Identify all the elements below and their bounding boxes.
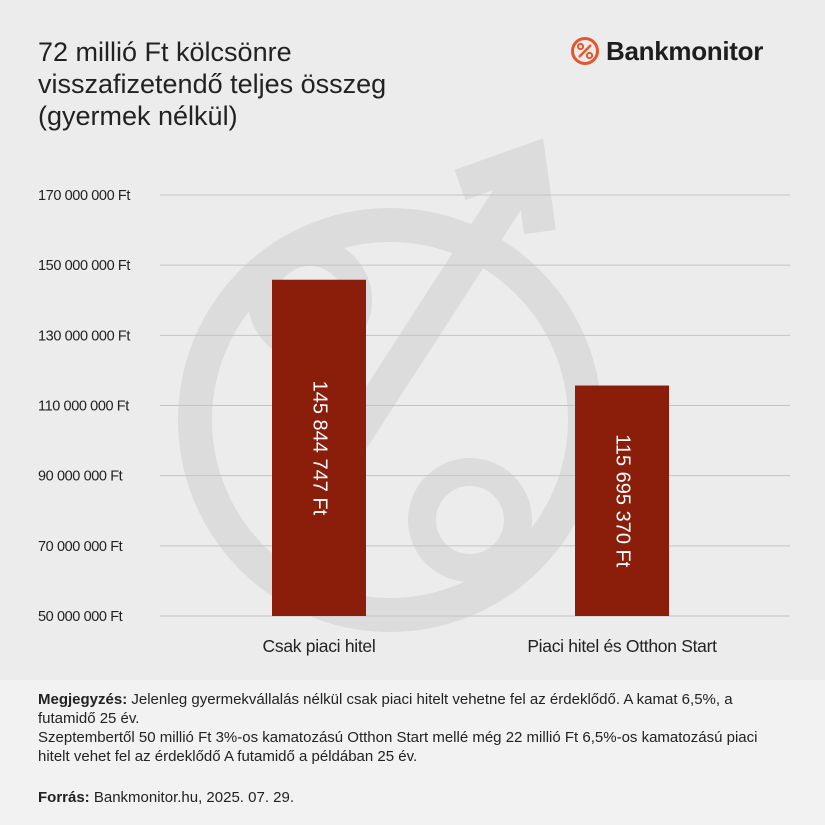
y-tick-labels: 50 000 000 Ft 70 000 000 Ft 90 000 000 Ft 1…: [38, 188, 131, 625]
grid-lines: [160, 194, 790, 617]
percent-circle-icon: [571, 37, 599, 65]
y-tick-label: 90 000 000 Ft: [38, 469, 123, 485]
brand-logo: Bankmonitor: [570, 34, 763, 68]
bar-chart: 50 000 000 Ft 70 000 000 Ft 90 000 000 Ft 1…: [38, 188, 790, 656]
brand-name: Bankmonitor: [606, 35, 764, 66]
source-label: Forrás:: [38, 789, 90, 806]
source-text: Bankmonitor.hu, 2025. 07. 29.: [93, 789, 295, 806]
chart-title: 72 millió Ft kölcsönre visszafizetendő t…: [38, 36, 498, 132]
note-paragraph-1: Megjegyzés: Jelenleg gyermekvállalás nél…: [38, 690, 788, 728]
x-tick-label: Piaci hitel és Otthon Start: [527, 636, 717, 656]
bar: [272, 279, 366, 616]
notes-label: Megjegyzés:: [38, 691, 128, 708]
note-line-1: Jelenleg gyermekvállalás nélkül csak pia…: [38, 691, 733, 727]
notes: Megjegyzés: Jelenleg gyermekvállalás nél…: [38, 690, 788, 766]
x-tick-label: Csak piaci hitel: [263, 636, 376, 656]
y-tick-label: 70 000 000 Ft: [38, 539, 123, 555]
note-paragraph-2: Szeptembertől 50 millió Ft 3%-os kamatoz…: [38, 728, 788, 766]
y-tick-label: 130 000 000 Ft: [38, 328, 130, 344]
y-tick-label: 110 000 000 Ft: [38, 399, 129, 415]
x-tick-labels: Csak piaci hitel Piaci hitel és Otthon St…: [263, 636, 718, 656]
bar-value-label: 115 695 370 Ft: [612, 434, 634, 568]
y-tick-label: 170 000 000 Ft: [38, 188, 130, 204]
bar-value-label: 145 844 747 Ft: [309, 381, 331, 516]
title-line-3: (gyermek nélkül): [38, 101, 238, 131]
bars: 145 844 747 Ft 115 695 370 Ft: [272, 279, 669, 616]
y-tick-label: 150 000 000 Ft: [38, 258, 130, 274]
title-line-1: 72 millió Ft kölcsönre: [38, 37, 292, 67]
note-line-2: Szeptembertől 50 millió Ft 3%-os kamatoz…: [38, 729, 758, 765]
y-tick-label: 50 000 000 Ft: [38, 609, 123, 625]
bar: [575, 385, 669, 616]
source: Forrás: Bankmonitor.hu, 2025. 07. 29.: [38, 789, 294, 806]
title-line-2: visszafizetendő teljes összeg: [38, 69, 387, 99]
